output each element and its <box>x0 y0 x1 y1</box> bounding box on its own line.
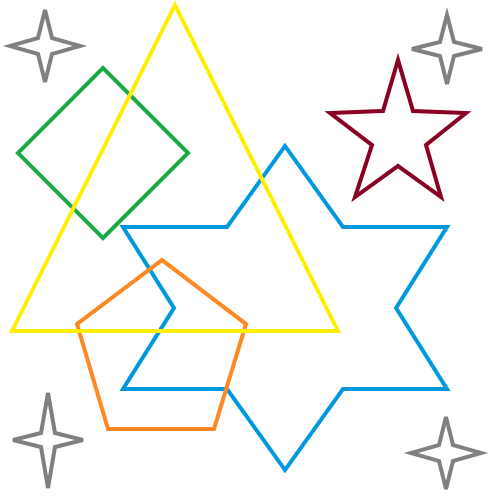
orange-pentagon <box>74 257 249 431</box>
gray-sparkle-top-right <box>411 7 483 85</box>
blue-hexagram <box>119 142 451 474</box>
yellow-triangle <box>8 0 342 333</box>
green-diamond <box>15 65 191 241</box>
gray-sparkle-bottom-right <box>403 416 489 490</box>
gray-sparkle-top-left <box>2 9 88 83</box>
dark-red-star <box>324 52 472 203</box>
gray-sparkle-bottom-left <box>12 392 84 489</box>
